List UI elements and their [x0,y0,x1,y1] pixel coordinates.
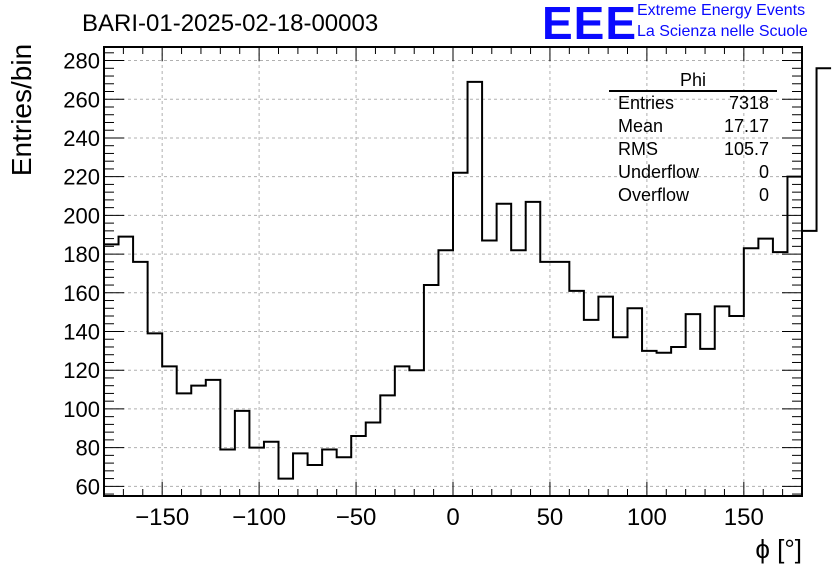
y-tick-label: 80 [76,436,100,461]
chart-title: BARI-01-2025-02-18-00003 [82,10,379,37]
x-tick-label: 100 [627,504,667,531]
plot-frame [103,46,803,497]
stats-box: Phi Entries 7318 Mean 17.17 RMS 105.7 Un… [609,70,777,207]
histogram-line [104,67,832,480]
stats-key: Underflow [618,162,700,182]
tick-labels: −150 −100 −50 0 50 100 150 60 80 100 120 140 160 180 2… [63,49,764,531]
x-tick-label: 50 [537,504,564,531]
y-tick-label: 100 [63,397,100,422]
x-tick-label: −100 [232,504,286,531]
y-tick-label: 120 [63,358,100,383]
y-tick-label: 280 [63,49,100,74]
eee-logo: EEE [542,0,638,49]
stats-row-mean: Mean 17.17 [609,115,777,138]
stats-key: RMS [618,139,658,159]
logo-line-1: Extreme Energy Events [637,2,806,19]
y-tick-label: 220 [63,165,100,190]
stats-value: 105.7 [723,139,769,159]
stats-key: Entries [618,93,675,113]
stats-value: 0 [758,185,769,205]
y-tick-label: 240 [63,126,100,151]
stats-row-rms: RMS 105.7 [609,138,777,161]
x-tick-label: 150 [724,504,764,531]
y-tick-label: 160 [63,281,100,306]
logo-line-2: La Scienza nelle Scuole [637,23,808,40]
y-tick-label: 140 [63,319,100,344]
y-tick-label: 60 [76,474,100,499]
stats-key: Overflow [618,185,690,205]
y-axis-label: Entries/bin [6,43,37,177]
stats-row-overflow: Overflow 0 [609,184,777,207]
stats-value: 17.17 [723,116,769,136]
stats-key: Mean [618,116,664,136]
y-tick-label: 200 [63,203,100,228]
stats-title: Phi [609,70,777,92]
y-tick-label: 260 [63,87,100,112]
axis-ticks [104,47,803,496]
x-tick-label: −50 [336,504,377,531]
x-tick-label: −150 [135,504,189,531]
y-axis-label-wrap: Entries/bin [6,0,37,572]
stats-value: 7318 [728,93,769,113]
x-tick-label: 0 [446,504,459,531]
stats-value: 0 [758,162,769,182]
x-axis-label: ϕ [°] [755,534,802,564]
y-tick-label: 180 [63,242,100,267]
stats-row-entries: Entries 7318 [609,92,777,115]
stats-row-underflow: Underflow 0 [609,161,777,184]
